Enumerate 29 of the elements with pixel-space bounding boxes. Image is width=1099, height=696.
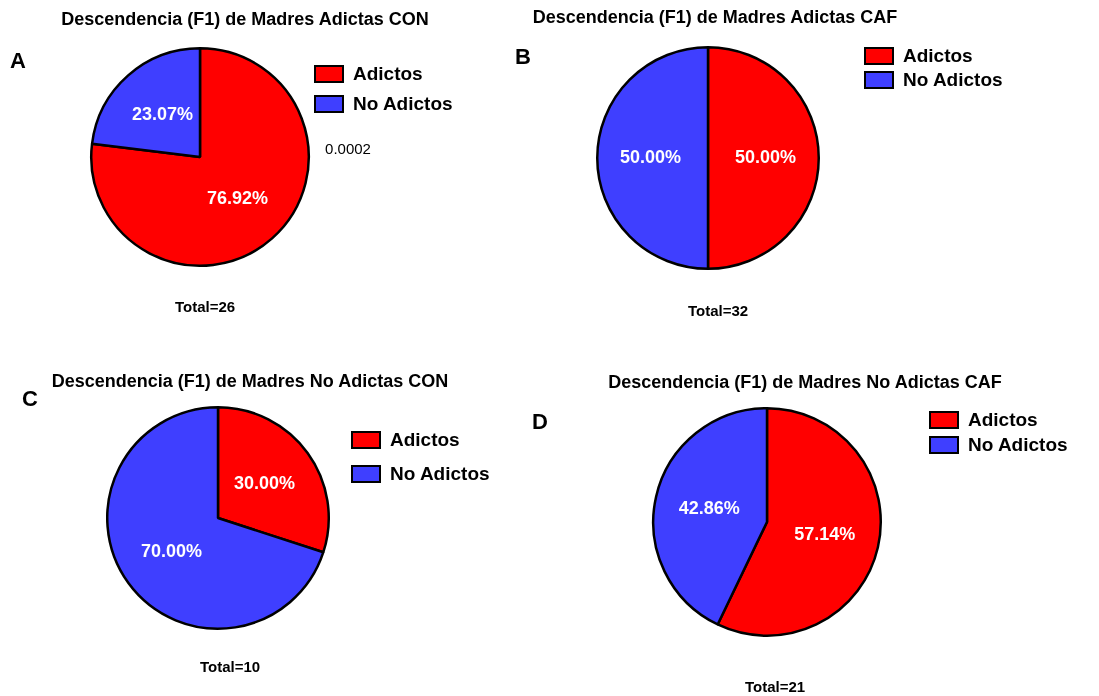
- text: Total=10: [199, 658, 261, 676]
- chart-title: Descendencia (F1) de Madres No Adictas CAF: [608, 371, 1002, 392]
- text: Total=26: [174, 298, 236, 316]
- legend-label: Adictos: [968, 409, 1038, 431]
- legend-label: Adictos: [353, 63, 423, 85]
- legend-label: No Adictos: [903, 69, 1003, 91]
- data-label: 30.00%: [234, 473, 296, 494]
- legend-label: No Adictos: [390, 463, 490, 485]
- legend-label: No Adictos: [353, 93, 453, 115]
- legend-label: Adictos: [390, 429, 460, 451]
- data-label: 23.07%: [131, 103, 194, 124]
- data-label: 50.00%: [619, 146, 681, 167]
- data-label: 50.00%: [735, 146, 797, 167]
- chart-title: Descendencia (F1) de Madres Adictas CON: [61, 8, 429, 29]
- text: Total=21: [744, 678, 806, 696]
- legend-label: Adictos: [903, 45, 973, 67]
- legend-label: No Adictos: [968, 434, 1068, 456]
- text: C: [22, 386, 39, 412]
- chart-title: Descendencia (F1) de Madres No Adictas CON: [51, 370, 449, 391]
- chart-title: Descendencia (F1) de Madres Adictas CAF: [532, 6, 898, 27]
- data-label: 57.14%: [794, 524, 856, 545]
- text: D: [532, 409, 548, 435]
- text: Total=32: [687, 302, 749, 320]
- text: 0.0002: [325, 140, 371, 158]
- data-label: 70.00%: [140, 540, 202, 561]
- data-label: 42.86%: [678, 497, 740, 518]
- text: A: [10, 48, 27, 74]
- data-label: 76.92%: [206, 188, 269, 209]
- text: B: [515, 44, 531, 70]
